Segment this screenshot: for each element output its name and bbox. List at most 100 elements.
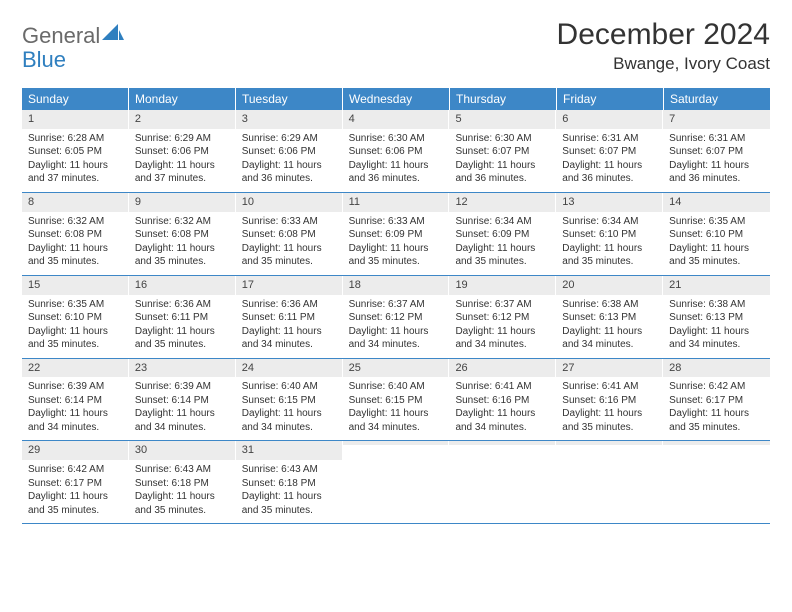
daylight-text: Daylight: 11 hours and 34 minutes. <box>349 325 444 352</box>
day-cell: 31Sunrise: 6:43 AMSunset: 6:18 PMDayligh… <box>236 441 343 523</box>
sunrise-text: Sunrise: 6:38 AM <box>669 298 764 312</box>
sunset-text: Sunset: 6:09 PM <box>349 228 444 242</box>
day-cell <box>663 441 770 523</box>
daylight-text: Daylight: 11 hours and 36 minutes. <box>455 159 550 186</box>
calendar-header-row: Sunday Monday Tuesday Wednesday Thursday… <box>22 88 770 110</box>
daylight-text: Daylight: 11 hours and 34 minutes. <box>669 325 764 352</box>
day-number: 4 <box>343 110 450 129</box>
day-cell: 5Sunrise: 6:30 AMSunset: 6:07 PMDaylight… <box>449 110 556 192</box>
sunrise-text: Sunrise: 6:43 AM <box>135 463 230 477</box>
sunrise-text: Sunrise: 6:42 AM <box>28 463 123 477</box>
day-body: Sunrise: 6:37 AMSunset: 6:12 PMDaylight:… <box>449 295 556 352</box>
sunrise-text: Sunrise: 6:39 AM <box>135 380 230 394</box>
day-body: Sunrise: 6:41 AMSunset: 6:16 PMDaylight:… <box>449 377 556 434</box>
sunrise-text: Sunrise: 6:41 AM <box>455 380 550 394</box>
sunset-text: Sunset: 6:11 PM <box>135 311 230 325</box>
location-label: Bwange, Ivory Coast <box>557 54 770 74</box>
day-cell: 11Sunrise: 6:33 AMSunset: 6:09 PMDayligh… <box>343 193 450 275</box>
day-cell: 16Sunrise: 6:36 AMSunset: 6:11 PMDayligh… <box>129 276 236 358</box>
day-number: 29 <box>22 441 129 460</box>
day-body <box>556 445 663 497</box>
sunset-text: Sunset: 6:07 PM <box>455 145 550 159</box>
daylight-text: Daylight: 11 hours and 34 minutes. <box>135 407 230 434</box>
day-number: 15 <box>22 276 129 295</box>
week-row: 1Sunrise: 6:28 AMSunset: 6:05 PMDaylight… <box>22 110 770 193</box>
sunrise-text: Sunrise: 6:33 AM <box>242 215 337 229</box>
sunset-text: Sunset: 6:13 PM <box>562 311 657 325</box>
daylight-text: Daylight: 11 hours and 36 minutes. <box>242 159 337 186</box>
day-number: 27 <box>556 359 663 378</box>
logo-text-blue: Blue <box>22 47 66 72</box>
day-body: Sunrise: 6:42 AMSunset: 6:17 PMDaylight:… <box>22 460 129 517</box>
day-body: Sunrise: 6:42 AMSunset: 6:17 PMDaylight:… <box>663 377 770 434</box>
daylight-text: Daylight: 11 hours and 37 minutes. <box>135 159 230 186</box>
day-cell: 6Sunrise: 6:31 AMSunset: 6:07 PMDaylight… <box>556 110 663 192</box>
sunrise-text: Sunrise: 6:31 AM <box>669 132 764 146</box>
day-body: Sunrise: 6:28 AMSunset: 6:05 PMDaylight:… <box>22 129 129 186</box>
sunset-text: Sunset: 6:06 PM <box>242 145 337 159</box>
day-number: 19 <box>449 276 556 295</box>
day-cell: 2Sunrise: 6:29 AMSunset: 6:06 PMDaylight… <box>129 110 236 192</box>
sunset-text: Sunset: 6:16 PM <box>562 394 657 408</box>
sunrise-text: Sunrise: 6:30 AM <box>349 132 444 146</box>
daylight-text: Daylight: 11 hours and 34 minutes. <box>242 407 337 434</box>
day-cell: 29Sunrise: 6:42 AMSunset: 6:17 PMDayligh… <box>22 441 129 523</box>
sunrise-text: Sunrise: 6:32 AM <box>28 215 123 229</box>
day-body: Sunrise: 6:31 AMSunset: 6:07 PMDaylight:… <box>663 129 770 186</box>
day-number: 9 <box>129 193 236 212</box>
day-number: 5 <box>449 110 556 129</box>
day-number: 28 <box>663 359 770 378</box>
sunset-text: Sunset: 6:08 PM <box>28 228 123 242</box>
sunset-text: Sunset: 6:08 PM <box>242 228 337 242</box>
sunset-text: Sunset: 6:17 PM <box>669 394 764 408</box>
sunrise-text: Sunrise: 6:31 AM <box>562 132 657 146</box>
sunrise-text: Sunrise: 6:35 AM <box>28 298 123 312</box>
day-body: Sunrise: 6:32 AMSunset: 6:08 PMDaylight:… <box>129 212 236 269</box>
day-number: 26 <box>449 359 556 378</box>
week-row: 15Sunrise: 6:35 AMSunset: 6:10 PMDayligh… <box>22 276 770 359</box>
daylight-text: Daylight: 11 hours and 35 minutes. <box>135 490 230 517</box>
sunset-text: Sunset: 6:06 PM <box>349 145 444 159</box>
day-body: Sunrise: 6:31 AMSunset: 6:07 PMDaylight:… <box>556 129 663 186</box>
daylight-text: Daylight: 11 hours and 35 minutes. <box>135 242 230 269</box>
day-number: 8 <box>22 193 129 212</box>
day-body: Sunrise: 6:33 AMSunset: 6:08 PMDaylight:… <box>236 212 343 269</box>
sunrise-text: Sunrise: 6:36 AM <box>242 298 337 312</box>
sunset-text: Sunset: 6:18 PM <box>135 477 230 491</box>
day-number: 24 <box>236 359 343 378</box>
page-title: December 2024 <box>557 18 770 52</box>
sunrise-text: Sunrise: 6:29 AM <box>135 132 230 146</box>
sunrise-text: Sunrise: 6:34 AM <box>455 215 550 229</box>
day-header-saturday: Saturday <box>664 88 770 110</box>
sunset-text: Sunset: 6:05 PM <box>28 145 123 159</box>
day-number: 13 <box>556 193 663 212</box>
day-cell: 30Sunrise: 6:43 AMSunset: 6:18 PMDayligh… <box>129 441 236 523</box>
day-body: Sunrise: 6:43 AMSunset: 6:18 PMDaylight:… <box>129 460 236 517</box>
day-body: Sunrise: 6:32 AMSunset: 6:08 PMDaylight:… <box>22 212 129 269</box>
day-body: Sunrise: 6:39 AMSunset: 6:14 PMDaylight:… <box>129 377 236 434</box>
day-number: 1 <box>22 110 129 129</box>
day-cell: 24Sunrise: 6:40 AMSunset: 6:15 PMDayligh… <box>236 359 343 441</box>
day-cell: 17Sunrise: 6:36 AMSunset: 6:11 PMDayligh… <box>236 276 343 358</box>
day-cell <box>343 441 450 523</box>
week-row: 29Sunrise: 6:42 AMSunset: 6:17 PMDayligh… <box>22 441 770 524</box>
sunrise-text: Sunrise: 6:41 AM <box>562 380 657 394</box>
day-header-tuesday: Tuesday <box>236 88 343 110</box>
day-cell: 12Sunrise: 6:34 AMSunset: 6:09 PMDayligh… <box>449 193 556 275</box>
sunrise-text: Sunrise: 6:42 AM <box>669 380 764 394</box>
week-row: 8Sunrise: 6:32 AMSunset: 6:08 PMDaylight… <box>22 193 770 276</box>
sunset-text: Sunset: 6:11 PM <box>242 311 337 325</box>
day-number: 10 <box>236 193 343 212</box>
day-body <box>449 445 556 497</box>
daylight-text: Daylight: 11 hours and 35 minutes. <box>562 242 657 269</box>
day-number: 25 <box>343 359 450 378</box>
sunrise-text: Sunrise: 6:37 AM <box>455 298 550 312</box>
day-body: Sunrise: 6:30 AMSunset: 6:06 PMDaylight:… <box>343 129 450 186</box>
daylight-text: Daylight: 11 hours and 37 minutes. <box>28 159 123 186</box>
weeks-container: 1Sunrise: 6:28 AMSunset: 6:05 PMDaylight… <box>22 110 770 524</box>
day-body: Sunrise: 6:40 AMSunset: 6:15 PMDaylight:… <box>343 377 450 434</box>
day-body: Sunrise: 6:36 AMSunset: 6:11 PMDaylight:… <box>129 295 236 352</box>
daylight-text: Daylight: 11 hours and 34 minutes. <box>242 325 337 352</box>
sunrise-text: Sunrise: 6:38 AM <box>562 298 657 312</box>
day-body: Sunrise: 6:29 AMSunset: 6:06 PMDaylight:… <box>236 129 343 186</box>
